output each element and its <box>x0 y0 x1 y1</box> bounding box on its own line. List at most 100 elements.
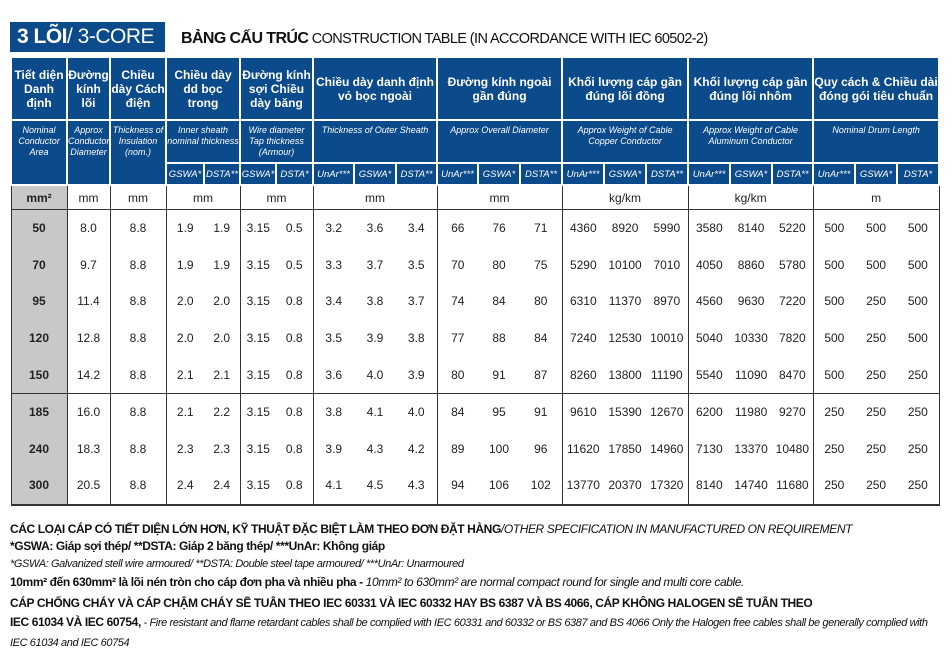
table-cell: 71 <box>520 209 563 247</box>
table-cell: 4.2 <box>396 430 438 468</box>
armour-type-header: GSWA* <box>854 162 899 186</box>
armour-type-header: GSWA* <box>165 162 205 186</box>
table-cell: 0.8 <box>276 467 314 506</box>
armour-type-header: GSWA* <box>603 162 648 186</box>
table-row: 120 12.8 8.8 2.0 2.0 3.15 0.8 3.5 3.9 3.8 77 88 84 72… <box>10 319 940 357</box>
table-cell: 4560 <box>687 283 731 320</box>
table-cell: 8.8 <box>109 283 167 320</box>
table-cell: 3.15 <box>239 209 276 247</box>
note-abbrev-vi: *GSWA: Giáp sợi thép/ **DSTA: Giáp 2 băn… <box>10 539 385 553</box>
table-cell: 76 <box>492 221 506 236</box>
table-cell: 250 <box>855 356 898 394</box>
table-cell: 500 <box>897 283 940 320</box>
table-cell: 9270 <box>772 393 814 431</box>
table-cell: 9610 <box>561 393 605 431</box>
column-header-en: Approx Weight of Cable Copper Conductor <box>561 119 690 164</box>
table-cell: 8860 <box>737 257 765 272</box>
table-cell: 3.6 <box>366 221 384 236</box>
table-cell: 10100 <box>608 257 642 272</box>
table-cell: 3.9 <box>396 356 438 394</box>
column-header-vi: Chiều dày Cách điện <box>109 56 167 121</box>
column-header-en: Thickness of Outer Sheath <box>312 119 439 164</box>
table-cell: 2.0 <box>204 283 241 320</box>
armour-type-header: UnAr*** <box>312 162 356 186</box>
table-cell: 9.7 <box>66 246 111 284</box>
table-cell: 66 <box>436 209 479 247</box>
table-cell: 5040 <box>687 319 731 357</box>
table-cell: 11190 <box>646 356 689 394</box>
unit-cell: mm² <box>10 184 68 210</box>
table-cell: 3.4 <box>396 209 438 247</box>
table-row: 240 18.3 8.8 2.3 2.3 3.15 0.8 3.9 4.3 4.2 89 100 96 1… <box>10 430 940 468</box>
table-cell: 12670 <box>646 393 689 431</box>
table-cell: 8.8 <box>109 356 167 394</box>
note-fire-vi: CÁP CHỐNG CHÁY VÀ CÁP CHẬM CHÁY SẼ TUÂN … <box>10 596 813 610</box>
conductor-area-cell: 150 <box>10 356 68 394</box>
column-header-vi: Tiết diện Danh định <box>10 56 68 121</box>
table-cell: 3.9 <box>366 331 384 346</box>
table-cell: 3.2 <box>312 209 355 247</box>
table-cell: 250 <box>855 467 898 506</box>
table-cell: 89 <box>436 430 479 468</box>
table-cell: 500 <box>812 283 856 320</box>
table-cell: 250 <box>897 356 940 394</box>
core-title: 3 LÕI/ 3-CORE <box>10 22 165 52</box>
table-cell: 4.1 <box>366 405 384 420</box>
table-cell: 4.0 <box>396 393 438 431</box>
column-header-en: Approx Overall Diameter <box>436 119 564 164</box>
note-compact: 10mm² đến 630mm² là lõi nén tròn cho cáp… <box>10 574 940 591</box>
table-cell: 20.5 <box>66 467 111 506</box>
table-cell: 250 <box>812 430 856 468</box>
table-cell: 15390 <box>608 405 642 420</box>
unit-cell: mm <box>165 184 241 210</box>
column-header-vi: Khối lượng cáp gần đúng lõi đồng <box>561 56 690 121</box>
table-cell: 7010 <box>646 246 689 284</box>
table-cell: 13370 <box>734 441 768 456</box>
footnotes: CÁC LOẠI CÁP CÓ TIẾT DIỆN LỚN HƠN, KỸ TH… <box>10 521 940 653</box>
table-cell: 3.5 <box>396 246 438 284</box>
table-cell: 8.8 <box>109 319 167 357</box>
table-cell: 88 <box>492 331 506 346</box>
table-cell: 6310 <box>561 283 605 320</box>
conductor-area-cell: 95 <box>10 283 68 320</box>
table-cell: 0.8 <box>276 356 314 394</box>
table-cell: 4.3 <box>366 441 384 456</box>
table-cell: 8.8 <box>109 246 167 284</box>
table-cell: 4.5 <box>354 467 397 506</box>
table-cell: 8970 <box>646 283 689 320</box>
table-cell: 16.0 <box>66 393 111 431</box>
table-cell: 8.8 <box>109 209 167 247</box>
table-cell: 0.5 <box>276 246 314 284</box>
table-cell: 13800 <box>604 356 647 394</box>
table-cell: 100 <box>489 441 510 456</box>
column-header-vi: Đường kính lõi <box>66 56 111 121</box>
table-row: 70 9.7 8.8 1.9 1.9 3.15 0.5 3.3 3.7 3.5 70 80 75 5290… <box>10 246 940 284</box>
table-cell: 500 <box>812 209 856 247</box>
note-fire: IEC 61034 VÀ IEC 60754, - Fire resistant… <box>10 613 940 653</box>
table-cell: 3.5 <box>312 319 355 357</box>
table-cell: 3.8 <box>366 294 384 309</box>
table-cell: 2.1 <box>165 356 204 394</box>
table-cell: 84 <box>436 393 479 431</box>
table-cell: 1.9 <box>204 246 241 284</box>
note-compact-vi: 10mm² đến 630mm² là lõi nén tròn cho cáp… <box>10 575 366 589</box>
table-cell: 106 <box>478 467 521 506</box>
table-cell: 0.8 <box>276 393 314 431</box>
table-cell: 2.3 <box>204 430 241 468</box>
table-cell: 84 <box>492 294 506 309</box>
table-cell: 250 <box>866 331 887 346</box>
note-other-spec-en: /OTHER SPECIFICATION IN MANUFACTURED ON … <box>500 522 853 536</box>
table-cell: 95 <box>492 405 506 420</box>
note-other-spec-vi: CÁC LOẠI CÁP CÓ TIẾT DIỆN LỚN HƠN, KỸ TH… <box>10 522 501 536</box>
column-header-vi: Đường kính ngoài gần đúng <box>436 56 564 121</box>
note-abbrev-en: *GSWA: Galvanized stell wire armoured/ *… <box>10 558 464 570</box>
table-cell: 20370 <box>604 467 647 506</box>
table-cell: 250 <box>897 393 940 431</box>
table-cell: 2.2 <box>204 393 241 431</box>
table-cell: 3.8 <box>312 393 355 431</box>
table-cell: 0.8 <box>276 283 314 320</box>
table-cell: 250 <box>812 393 856 431</box>
table-cell: 4.0 <box>354 356 397 394</box>
table-cell: 500 <box>897 246 940 284</box>
table-cell: 5290 <box>561 246 605 284</box>
